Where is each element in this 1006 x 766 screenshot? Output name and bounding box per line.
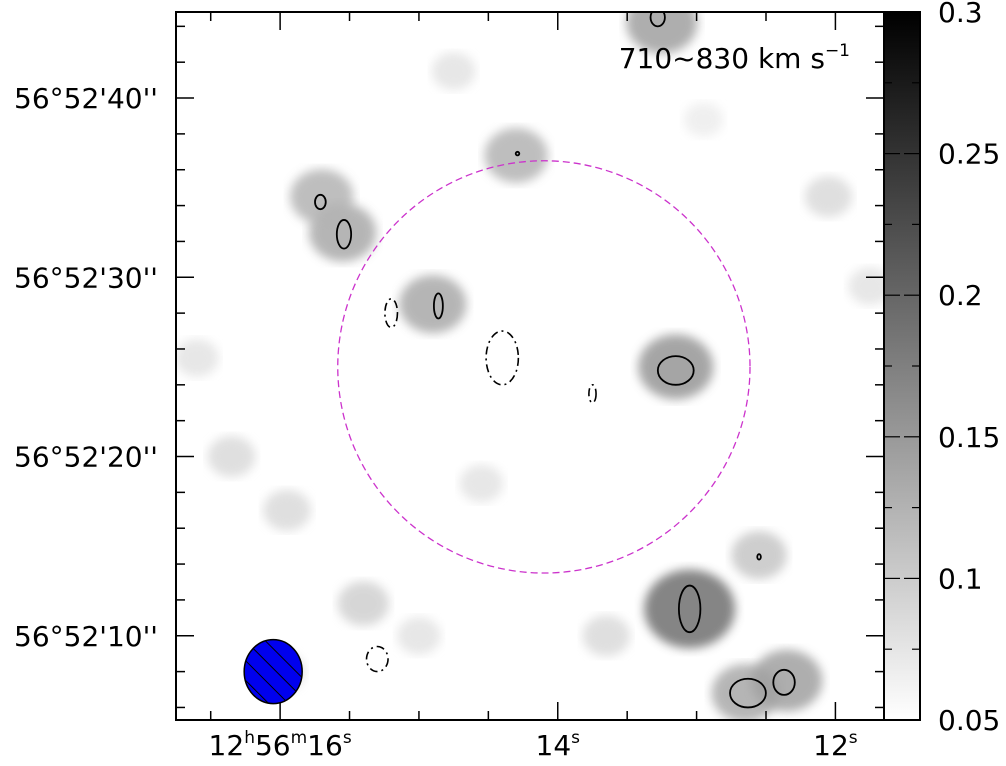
- negative-contour-4: [555, 2, 560, 7]
- emission-blob-10: [263, 489, 311, 531]
- emission-blob-13: [804, 176, 853, 218]
- emission-blob-17: [683, 102, 724, 137]
- colorbar-label-5: 0.05: [938, 704, 1000, 737]
- emission-blob-18: [176, 339, 219, 377]
- emission-blob-6: [399, 275, 467, 334]
- contour-layer: [314, 2, 796, 709]
- emission-layer: [176, 12, 884, 720]
- velocity-annotation: 710~830 km s−1: [619, 41, 850, 75]
- y-tick-label-2: 56°52'20'': [14, 441, 158, 474]
- x-axis-ticks: 12h56m16s 14s 12s: [209, 12, 858, 762]
- colorbar-label-2: 0.2: [938, 279, 983, 312]
- plot-background: [176, 12, 884, 720]
- velocity-unit-exponent: −1: [825, 41, 850, 61]
- colorbar-label-4: 0.1: [938, 562, 983, 595]
- negative-contour-0: [485, 330, 520, 386]
- emission-blob-19: [397, 616, 441, 655]
- emission-blob-1: [644, 569, 736, 649]
- velocity-range-text: 710~830 km s: [619, 42, 825, 75]
- positive-contour-7: [514, 150, 521, 157]
- emission-blob-8: [626, 12, 698, 54]
- negative-contour-2: [588, 384, 597, 404]
- overlay-layer: [243, 160, 751, 705]
- y-tick-label-0: 56°52'40'': [14, 82, 158, 115]
- positive-contour-2: [729, 677, 767, 709]
- negative-contour-1: [384, 297, 399, 329]
- positive-contour-0: [656, 355, 695, 386]
- beam-ellipse: [243, 638, 303, 705]
- emission-blob-15: [582, 615, 631, 657]
- emission-blob-5: [290, 169, 354, 224]
- emission-blob-0: [638, 334, 714, 400]
- aperture-circle: [337, 160, 751, 574]
- positive-contour-6: [432, 292, 444, 320]
- emission-blob-11: [207, 435, 256, 478]
- y-tick-label-1: 56°52'30'': [14, 261, 158, 294]
- colorbar-label-3: 0.15: [938, 421, 1000, 454]
- colorbar-label-1: 0.25: [938, 138, 1000, 171]
- positive-contour-8: [649, 12, 666, 28]
- emission-blob-16: [459, 464, 504, 503]
- x-tick-label-2: 12s: [813, 728, 858, 762]
- positive-contour-3: [772, 668, 796, 696]
- positive-contour-5: [314, 193, 327, 211]
- positive-contour-1: [677, 584, 702, 634]
- positive-contour-9: [756, 553, 762, 561]
- emission-blob-3: [751, 649, 823, 712]
- colorbar-label-0: 0.3: [938, 0, 983, 29]
- y-axis-ticks: 56°52'40'' 56°52'30'' 56°52'20'' 56°52'10'': [14, 25, 884, 709]
- x-tick-label-0: 12h56m16s: [209, 728, 352, 762]
- emission-blob-9: [337, 581, 390, 626]
- colorbar-ticks: 0.3 0.25 0.2 0.15 0.1 0.05: [884, 0, 1000, 737]
- x-tick-label-1: 14s: [536, 728, 581, 762]
- negative-contour-3: [365, 645, 389, 673]
- emission-blob-14: [431, 52, 476, 90]
- positive-contour-4: [335, 219, 353, 250]
- y-tick-label-3: 56°52'10'': [14, 620, 158, 653]
